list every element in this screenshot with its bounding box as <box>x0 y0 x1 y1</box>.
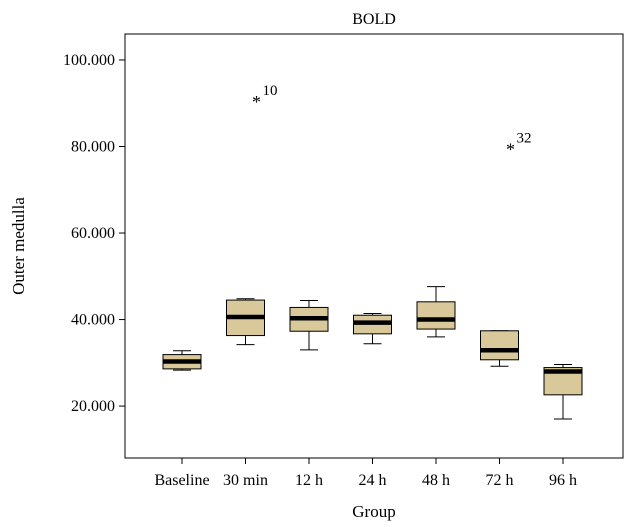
box-24-h <box>353 312 392 345</box>
chart-title: BOLD <box>352 11 396 28</box>
box-96-h <box>543 364 583 420</box>
x-tick-label: 24 h <box>359 472 387 489</box>
y-tick-label: 100.000 <box>63 52 115 69</box>
y-tick-label: 80.000 <box>71 138 115 155</box>
outlier-label: 10 <box>263 83 278 99</box>
x-tick-label: 96 h <box>549 472 577 489</box>
outlier-group: *10*32 <box>252 83 532 160</box>
x-tick-label: 30 min <box>223 472 268 489</box>
box-iqr <box>480 330 519 361</box>
x-tick-label: 72 h <box>486 472 514 489</box>
x-tick-label: 48 h <box>422 472 450 489</box>
y-axis: 20.000 40.000 60.000 80.000 100.000 <box>63 52 125 415</box>
y-tick-label: 20.000 <box>71 398 115 415</box>
box-72-h <box>480 330 519 367</box>
outlier-point: * <box>252 92 261 112</box>
outlier-point: * <box>506 139 515 159</box>
box-iqr <box>416 301 456 330</box>
y-axis-title: Outer medulla <box>9 197 28 295</box>
y-tick-label: 40.000 <box>71 312 115 329</box>
box-48-h <box>416 286 456 338</box>
x-axis-title: Group <box>352 502 395 521</box>
plot-frame <box>124 33 624 459</box>
box-30-min <box>226 298 265 346</box>
x-tick-label: Baseline <box>154 472 209 489</box>
box-12-h <box>289 300 329 351</box>
box-baseline <box>162 350 202 371</box>
box-series <box>162 286 583 420</box>
y-tick-label: 60.000 <box>71 225 115 242</box>
x-tick-label: 12 h <box>295 472 323 489</box>
outlier-label: 32 <box>517 130 532 146</box>
x-axis: Baseline 30 min 12 h 24 h 48 h 72 h 96 h <box>154 458 577 489</box>
